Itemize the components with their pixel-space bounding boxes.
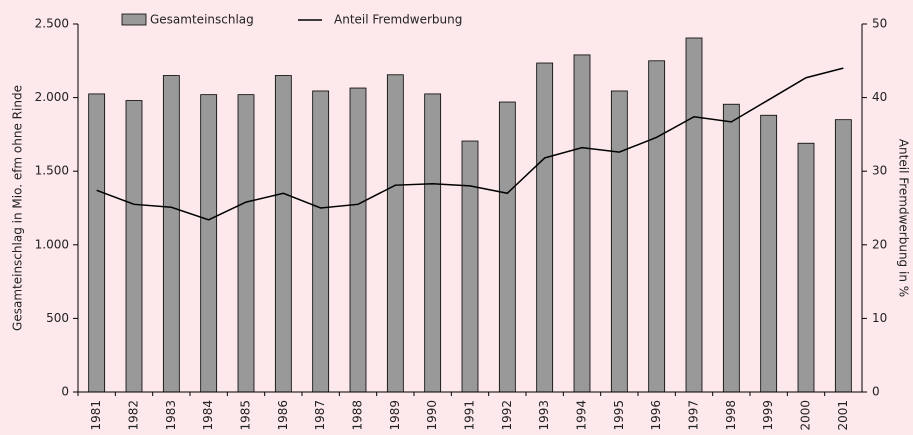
bar	[125, 100, 143, 393]
x-tick-label: 1996	[649, 400, 663, 431]
y-tick-label: 1.500	[35, 164, 69, 178]
line	[96, 67, 844, 221]
x-tick-label: 1999	[761, 400, 775, 431]
y2-tick-label: 20	[872, 237, 887, 251]
x-tick-label: 1995	[612, 400, 626, 431]
x-tick-label: 2001	[836, 400, 850, 431]
x-tick-label: 1983	[164, 400, 178, 431]
y2-tick-label: 30	[872, 164, 887, 178]
y2-tick-label: 0	[872, 385, 880, 399]
bar	[760, 114, 778, 393]
x-tick-label: 1986	[276, 400, 290, 431]
x-tick-label: 1988	[351, 400, 365, 431]
bar	[797, 142, 815, 393]
y-tick-label: 0	[61, 385, 69, 399]
bar	[461, 140, 479, 393]
x-tick-label: 1987	[313, 400, 327, 431]
bar	[722, 103, 740, 393]
bar	[685, 37, 703, 393]
bar	[424, 93, 442, 393]
x-tick-label: 1982	[127, 400, 141, 431]
bar	[386, 74, 404, 393]
y2-axis-label: Anteil Fremdwerbung in %	[897, 139, 911, 297]
bar	[536, 62, 554, 393]
bar	[573, 54, 591, 393]
x-tick-label: 1981	[89, 400, 103, 431]
x-tick-label: 1997	[687, 400, 701, 431]
y-tick-label: 2.000	[35, 90, 69, 104]
bar	[498, 101, 516, 393]
bar	[88, 93, 106, 393]
y-tick-label: 1.000	[35, 237, 69, 251]
bar	[648, 60, 666, 393]
x-tick-label: 2000	[799, 400, 813, 431]
x-tick-label: 1984	[201, 400, 215, 431]
x-tick-label: 1985	[239, 400, 253, 431]
y-axis-label: Gesamteinschlag in Mio. efm ohne Rinde	[11, 85, 25, 331]
y2-tick-label: 10	[872, 311, 887, 325]
legend-label: Gesamteinschlag	[150, 13, 254, 27]
bar	[349, 87, 367, 393]
bar	[834, 119, 852, 393]
x-tick-label: 1990	[425, 400, 439, 431]
x-tick-label: 1992	[500, 400, 514, 431]
bar	[610, 90, 628, 393]
bar	[200, 94, 218, 393]
y-tick-label: 500	[46, 311, 69, 325]
x-tick-label: 1998	[724, 400, 738, 431]
x-tick-label: 1991	[463, 400, 477, 431]
bar	[274, 75, 292, 393]
legend-label: Anteil Fremdwerbung	[334, 13, 462, 27]
bar	[312, 90, 330, 393]
y2-tick-label: 40	[872, 90, 887, 104]
x-tick-label: 1993	[537, 400, 551, 431]
x-tick-label: 1989	[388, 400, 402, 431]
bar	[162, 75, 180, 393]
legend-swatch	[121, 13, 147, 26]
x-tick-label: 1994	[575, 400, 589, 431]
y2-tick-label: 50	[872, 17, 887, 31]
y-tick-label: 2.500	[35, 17, 69, 31]
bar	[237, 94, 255, 393]
